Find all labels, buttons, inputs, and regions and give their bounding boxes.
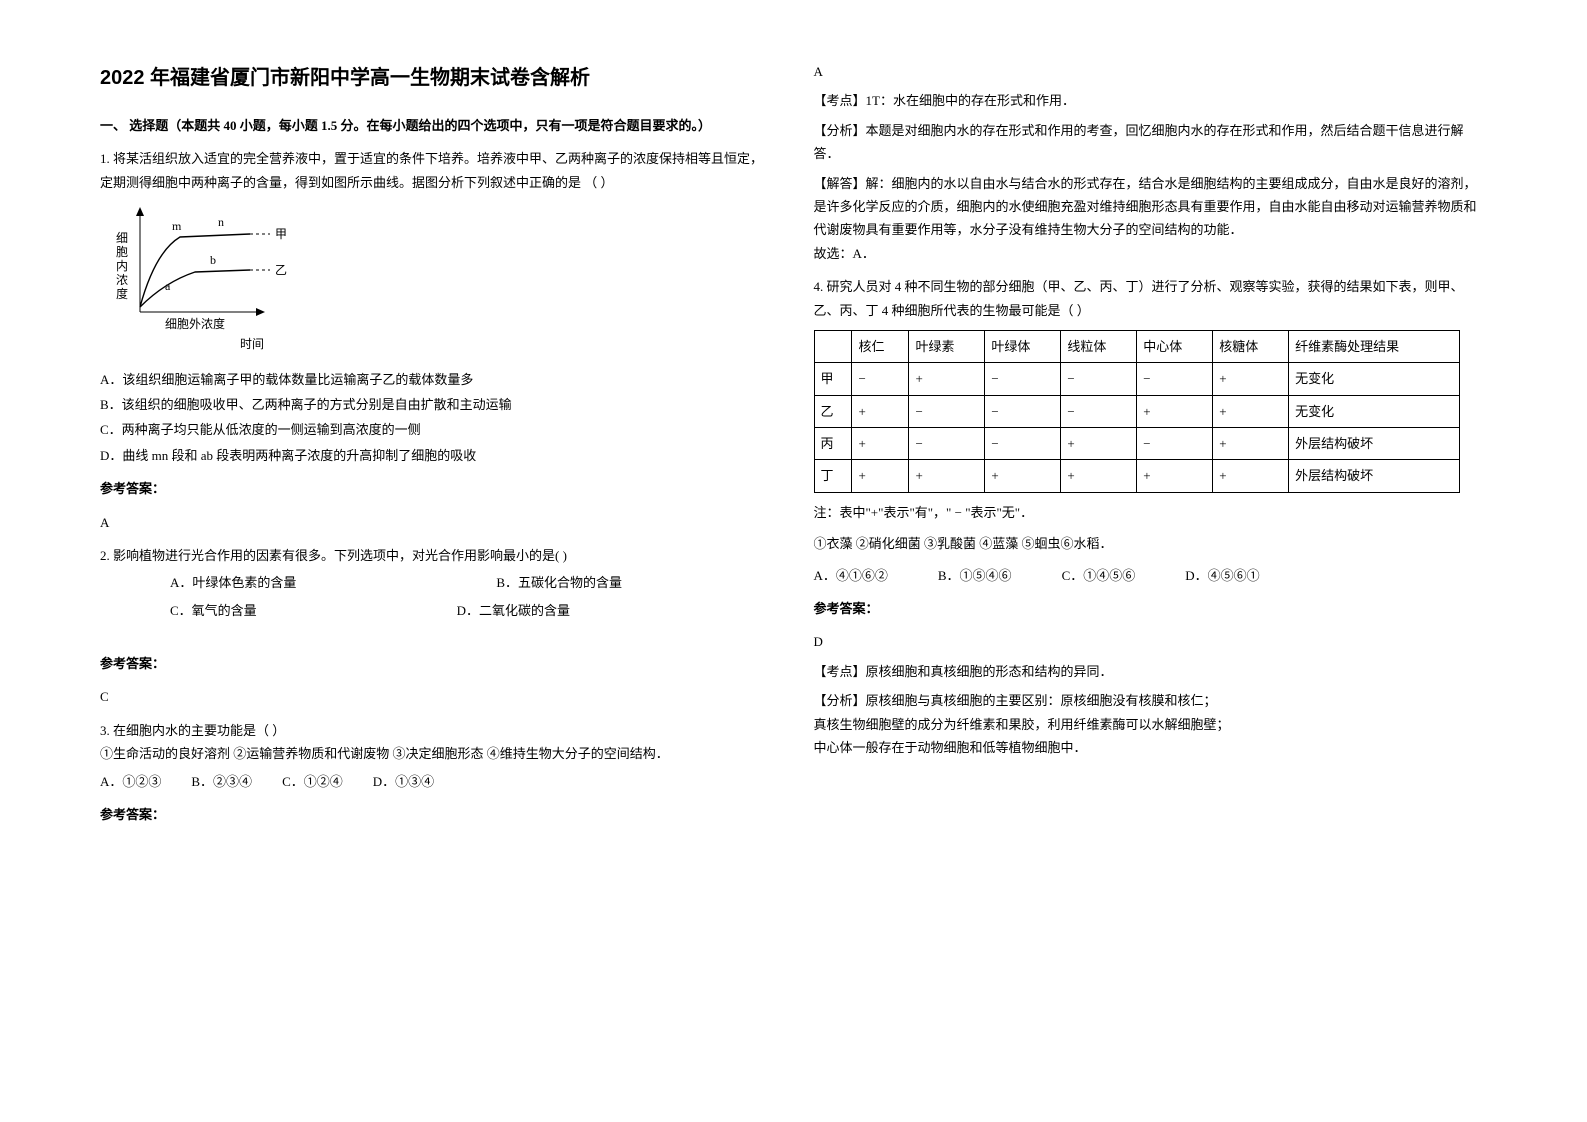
q4-stmts: ①衣藻 ②硝化细菌 ③乳酸菌 ④蓝藻 ⑤蛔虫⑥水稻． bbox=[814, 532, 1488, 555]
table-row: 甲 − + − − − + 无变化 bbox=[814, 363, 1460, 395]
q4-kaodian: 【考点】原核细胞和真核细胞的形态和结构的异同． bbox=[814, 660, 1488, 683]
q3-optA: A．①②③ bbox=[100, 770, 161, 793]
q4-table: 核仁 叶绿素 叶绿体 线粒体 中心体 核糖体 纤维素酶处理结果 甲 − + − … bbox=[814, 330, 1461, 493]
th-0 bbox=[814, 330, 852, 362]
doc-title: 2022 年福建省厦门市新阳中学高一生物期末试卷含解析 bbox=[100, 60, 774, 96]
right-column: A 【考点】1T：水在细胞中的存在形式和作用． 【分析】本题是对细胞内水的存在形… bbox=[814, 60, 1488, 1082]
chart-ylabel-5: 度 bbox=[116, 286, 128, 301]
curve-n: n bbox=[218, 215, 224, 229]
table-row: 丙 + − − + − + 外层结构破坏 bbox=[814, 428, 1460, 460]
q1-optB: B．该组织的细胞吸收甲、乙两种离子的方式分别是自由扩散和主动运输 bbox=[100, 393, 774, 416]
table-header-row: 核仁 叶绿素 叶绿体 线粒体 中心体 核糖体 纤维素酶处理结果 bbox=[814, 330, 1460, 362]
q1-ans: A bbox=[100, 511, 774, 534]
question-4: 4. 研究人员对 4 种不同生物的部分细胞（甲、乙、丙、丁）进行了分析、观察等实… bbox=[814, 275, 1488, 759]
chart-ylabel-1: 细 bbox=[116, 231, 128, 245]
q2-optD: D．二氧化碳的含量 bbox=[457, 599, 570, 622]
q2-ans-label: 参考答案： bbox=[100, 652, 774, 675]
q4-note: 注：表中"+"表示"有"，" − "表示"无"． bbox=[814, 501, 1488, 524]
q4-fenxi-2: 真核生物细胞壁的成分为纤维素和果胶，利用纤维素酶可以水解细胞壁； bbox=[814, 713, 1488, 736]
left-column: 2022 年福建省厦门市新阳中学高一生物期末试卷含解析 一、 选择题（本题共 4… bbox=[100, 60, 774, 1082]
q4-optD: D．④⑤⑥① bbox=[1185, 564, 1259, 587]
th-1: 核仁 bbox=[852, 330, 909, 362]
section-heading: 一、 选择题（本题共 40 小题，每小题 1.5 分。在每小题给出的四个选项中，… bbox=[100, 114, 774, 137]
th-5: 中心体 bbox=[1137, 330, 1213, 362]
chart-ylabel-4: 浓 bbox=[116, 273, 128, 287]
q3-optD: D．①③④ bbox=[373, 770, 434, 793]
question-1: 1. 将某活组织放入适宜的完全营养液中，置于适宜的条件下培养。培养液中甲、乙两种… bbox=[100, 147, 774, 534]
th-2: 叶绿素 bbox=[909, 330, 985, 362]
q1-ans-label: 参考答案： bbox=[100, 477, 774, 500]
chart-xlabel2: 时间 bbox=[240, 337, 264, 351]
question-2: 2. 影响植物进行光合作用的因素有很多。下列选项中，对光合作用影响最小的是( )… bbox=[100, 544, 774, 709]
q3-statements: ①生命活动的良好溶剂 ②运输营养物质和代谢废物 ③决定细胞形态 ④维持生物大分子… bbox=[100, 742, 774, 765]
q4-ans: D bbox=[814, 630, 1488, 653]
q4-optC: C．①④⑤⑥ bbox=[1062, 564, 1136, 587]
table-row: 乙 + − − − + + 无变化 bbox=[814, 395, 1460, 427]
q1-optD: D．曲线 mn 段和 ab 段表明两种离子浓度的升高抑制了细胞的吸收 bbox=[100, 444, 774, 467]
q1-optA: A．该组织细胞运输离子甲的载体数量比运输离子乙的载体数量多 bbox=[100, 368, 774, 391]
line-jia: 甲 bbox=[275, 227, 287, 241]
q1-stem: 1. 将某活组织放入适宜的完全营养液中，置于适宜的条件下培养。培养液中甲、乙两种… bbox=[100, 147, 774, 194]
q3-ans-label: 参考答案： bbox=[100, 803, 774, 826]
chart-xlabel: 细胞外浓度 bbox=[165, 316, 225, 331]
question-3: 3. 在细胞内水的主要功能是（ ） ①生命活动的良好溶剂 ②运输营养物质和代谢废… bbox=[100, 719, 774, 827]
q4-fenxi-3: 中心体一般存在于动物细胞和低等植物细胞中． bbox=[814, 736, 1488, 759]
line-yi: 乙 bbox=[275, 263, 287, 277]
q4-stem: 4. 研究人员对 4 种不同生物的部分细胞（甲、乙、丙、丁）进行了分析、观察等实… bbox=[814, 275, 1488, 322]
table-row: 丁 + + + + + + 外层结构破坏 bbox=[814, 460, 1460, 492]
q3-stem: 3. 在细胞内水的主要功能是（ ） bbox=[100, 719, 774, 742]
q2-optC: C．氧气的含量 bbox=[170, 599, 257, 622]
q3-fenxi: 【分析】本题是对细胞内水的存在形式和作用的考查，回忆细胞内水的存在形式和作用，然… bbox=[814, 119, 1488, 166]
chart-ylabel-2: 胞 bbox=[116, 245, 128, 259]
q3-optB: B．②③④ bbox=[191, 770, 252, 793]
q3-kaodian: 【考点】1T：水在细胞中的存在形式和作用． bbox=[814, 89, 1488, 112]
q2-ans: C bbox=[100, 685, 774, 708]
q2-stem: 2. 影响植物进行光合作用的因素有很多。下列选项中，对光合作用影响最小的是( ) bbox=[100, 544, 774, 567]
q4-fenxi-1: 【分析】原核细胞与真核细胞的主要区别：原核细胞没有核膜和核仁； bbox=[814, 689, 1488, 712]
th-6: 核糖体 bbox=[1213, 330, 1289, 362]
th-3: 叶绿体 bbox=[985, 330, 1061, 362]
q3-ans: A bbox=[814, 60, 1488, 83]
q2-optB: B．五碳化合物的含量 bbox=[496, 571, 622, 594]
curve-b: b bbox=[210, 253, 216, 267]
q1-optC: C．两种离子均只能从低浓度的一侧运输到高浓度的一侧 bbox=[100, 418, 774, 441]
chart-ylabel-3: 内 bbox=[116, 259, 128, 273]
q3-so: 故选：A． bbox=[814, 242, 1488, 265]
q1-chart: 细 胞 内 浓 度 m n a b 甲 乙 细胞外浓度 时间 bbox=[110, 202, 774, 359]
curve-m: m bbox=[172, 219, 182, 233]
th-7: 纤维素酶处理结果 bbox=[1289, 330, 1460, 362]
q4-optA: A．④①⑥② bbox=[814, 564, 888, 587]
q4-optB: B．①⑤④⑥ bbox=[938, 564, 1012, 587]
q4-ans-label: 参考答案： bbox=[814, 597, 1488, 620]
curve-a: a bbox=[165, 279, 171, 293]
q3-jieda: 【解答】解：细胞内的水以自由水与结合水的形式存在，结合水是细胞结构的主要组成成分… bbox=[814, 172, 1488, 242]
q2-optA: A．叶绿体色素的含量 bbox=[170, 571, 296, 594]
q3-optC: C．①②④ bbox=[282, 770, 343, 793]
th-4: 线粒体 bbox=[1061, 330, 1137, 362]
